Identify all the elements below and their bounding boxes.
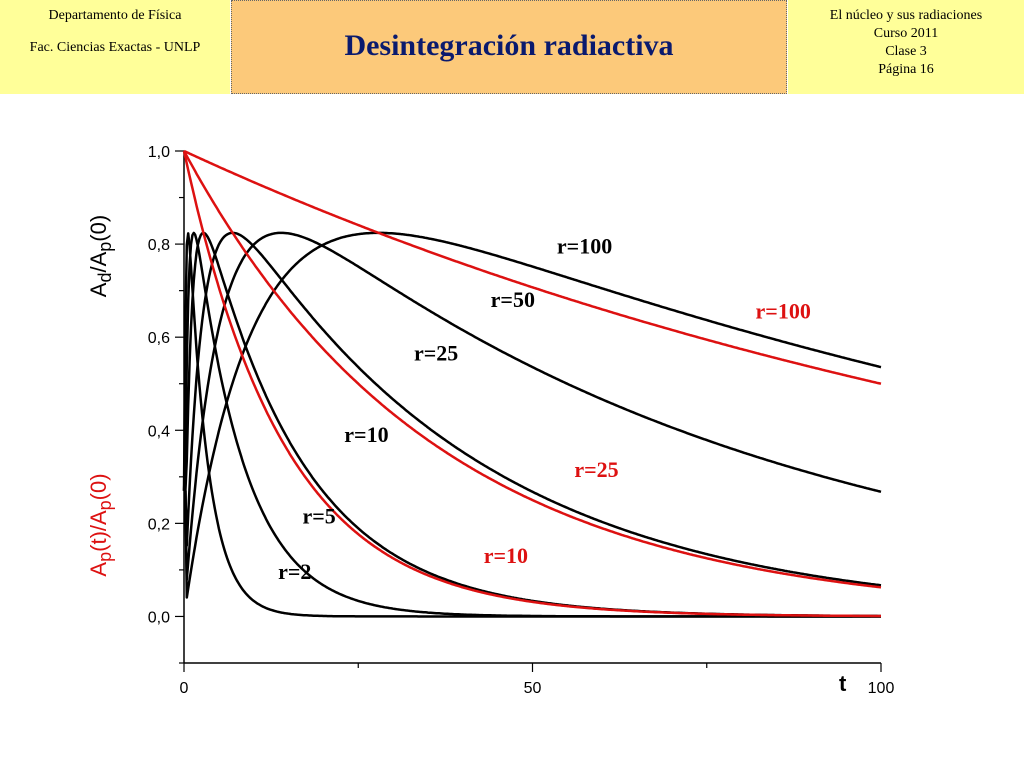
series-line-black-r=100 [184, 231, 882, 599]
header-right-panel: El núcleo y sus radiaciones Curso 2011 C… [788, 0, 1024, 94]
x-tick-label: 100 [868, 680, 895, 697]
faculty-label: Fac. Ciencias Exactas - UNLP [29, 40, 201, 55]
course-topic-label: El núcleo y sus radiaciones [829, 8, 983, 23]
class-number-label: Clase 3 [885, 44, 927, 59]
y-tick-label: 0,0 [148, 609, 170, 626]
y-axis-label-black: Ad/Ap(0) [86, 215, 115, 297]
series-line-black-r=25 [184, 231, 882, 587]
series-line-black-r=5 [182, 231, 881, 618]
y-axis-label-red: Ap(t)/Ap(0) [86, 473, 115, 576]
series-annotation: r=10 [344, 422, 388, 447]
x-tick-label: 50 [524, 680, 542, 697]
x-axis-label: t [839, 671, 847, 696]
series-line-red-r=25 [182, 150, 882, 589]
y-tick-label: 0,8 [148, 237, 170, 254]
series-annotation: r=50 [491, 287, 535, 312]
y-tick-label: 1,0 [148, 144, 170, 161]
series-line-black-r=50 [184, 231, 882, 581]
slide-title: Desintegración radiactiva [344, 29, 674, 62]
decay-chart: 0,0 0,2 0,4 0,6 0,8 1,0 0 50 100 t Ad/Ap(0) Ap(t)/A… [86, 144, 895, 697]
series-line-red-r=10 [182, 150, 881, 618]
header-title-panel: Desintegración radiactiva [231, 0, 787, 94]
series-annotation: r=100 [756, 299, 811, 324]
department-label: Departamento de Física [48, 8, 182, 23]
series-annotation: r=10 [484, 543, 528, 568]
y-tick-label: 0,2 [148, 516, 170, 533]
x-tick-label: 0 [180, 680, 189, 697]
series-annotation: r=25 [414, 340, 458, 365]
y-tick-label: 0,6 [148, 330, 170, 347]
y-tick-label: 0,4 [148, 423, 170, 440]
series-annotation: r=100 [557, 233, 612, 258]
course-year-label: Curso 2011 [873, 26, 939, 41]
page-number-label: Página 16 [878, 62, 934, 77]
series-annotation: r=5 [302, 503, 335, 528]
series-line-red-r=100 [183, 149, 882, 385]
series-annotation: r=2 [278, 559, 311, 584]
header-left-panel: Departamento de Física Fac. Ciencias Exa… [0, 0, 230, 94]
series-annotation: r=25 [574, 457, 618, 482]
